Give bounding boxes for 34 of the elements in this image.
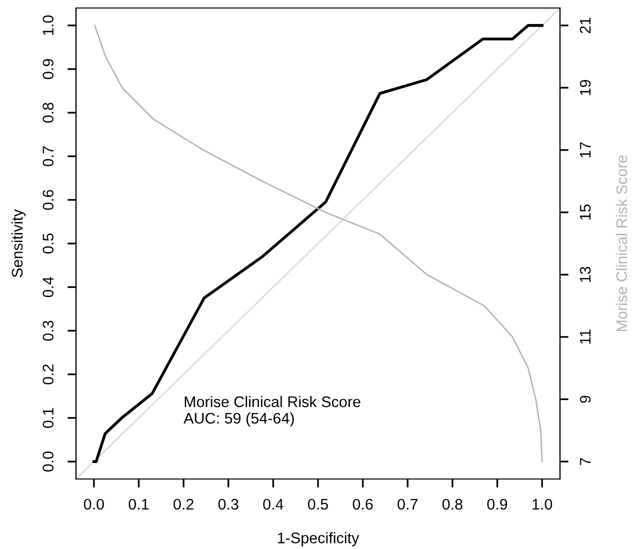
y2-tick-label: 21 — [580, 18, 591, 34]
x-axis-title: 1-Specificity — [278, 532, 360, 546]
y-tick-label: 0.2 — [42, 364, 54, 384]
x-tick-label: 0.0 — [84, 498, 104, 510]
x-tick-label: 0.9 — [487, 498, 508, 510]
x-tick-label: 0.8 — [442, 498, 462, 510]
x-tick-label: 0.7 — [398, 498, 418, 510]
y2-axis-title: Morise Clinical Risk Score — [616, 155, 628, 331]
y2-tick-label: 19 — [580, 80, 591, 96]
y-tick-label: 0.5 — [42, 234, 54, 254]
annotation: Morise Clinical Risk Score AUC: 59 (54-64) — [184, 396, 360, 427]
y-axis-title: Sensitivity — [11, 209, 26, 278]
y2-tick-label: 15 — [580, 204, 591, 220]
x-tick-label: 0.5 — [308, 498, 328, 510]
y2-tick-label: 9 — [580, 396, 591, 403]
x-tick-label: 0.1 — [128, 498, 149, 510]
x-tick-label: 0.2 — [174, 498, 194, 510]
y-tick-label: 0.4 — [42, 276, 54, 298]
y2-tick-label: 11 — [580, 330, 591, 344]
y2-tick-label: 17 — [580, 142, 591, 158]
x-tick-label: 0.4 — [263, 498, 284, 510]
y-tick-label: 0.3 — [42, 320, 54, 341]
y2-tick-label: 13 — [580, 266, 591, 282]
x-tick-label: 0.6 — [352, 498, 373, 510]
x-tick-label: 0.3 — [218, 498, 238, 510]
y-tick-label: 0.0 — [42, 452, 54, 472]
y-tick-label: 0.9 — [42, 59, 54, 80]
y2-tick-label: 7 — [580, 458, 591, 466]
y-tick-label: 0.7 — [42, 146, 54, 166]
y-tick-label: 0.1 — [42, 408, 54, 428]
y-tick-label: 0.8 — [42, 102, 54, 123]
y-tick-label: 0.6 — [42, 190, 54, 210]
y-tick-label: 1.0 — [42, 15, 54, 35]
x-tick-label: 1.0 — [532, 498, 552, 510]
